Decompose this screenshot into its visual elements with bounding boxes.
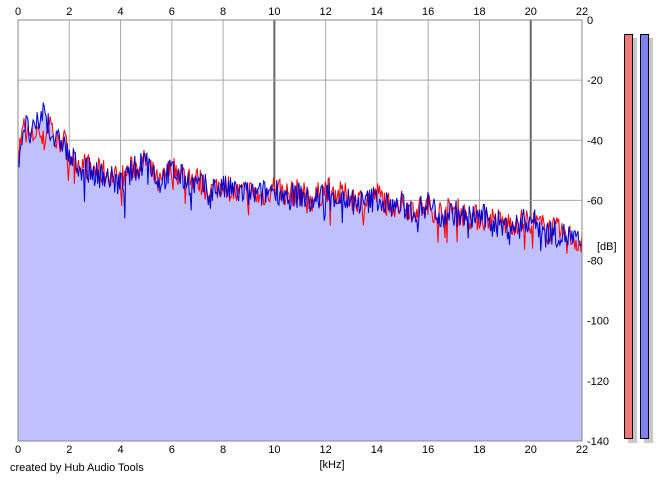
x-tick-label-top: 20 <box>525 6 537 18</box>
x-axis-label: [kHz] <box>319 459 344 471</box>
y-axis-ticks: 0 -20 -40 -60 -80 -100 -120 -140 <box>587 15 609 448</box>
x-tick-label-top: 12 <box>320 6 332 18</box>
y-tick-label: 0 <box>587 15 593 27</box>
x-axis-top-ticks: 0 2 4 6 8 10 12 14 16 18 20 22 <box>15 6 588 18</box>
x-tick-label-top: 8 <box>220 6 226 18</box>
x-tick-label-bottom: 18 <box>473 444 485 456</box>
x-tick-label-top: 0 <box>15 6 21 18</box>
x-tick-label-top: 16 <box>422 6 434 18</box>
x-axis-bottom-ticks: 0 2 4 6 8 10 12 14 16 18 20 22 <box>15 444 588 456</box>
y-tick-label: -80 <box>587 256 603 268</box>
x-tick-label-top: 6 <box>169 6 175 18</box>
x-tick-label-top: 10 <box>268 6 280 18</box>
right-level-meter <box>640 34 649 439</box>
series-lines <box>17 102 583 254</box>
x-tick-label-bottom: 20 <box>525 444 537 456</box>
y-axis-label: [dB] <box>597 241 617 253</box>
y-tick-label: -140 <box>587 436 609 448</box>
x-tick-label-top: 2 <box>66 6 72 18</box>
x-tick-label-bottom: 8 <box>220 444 226 456</box>
y-tick-label: -100 <box>587 316 609 328</box>
x-tick-label-bottom: 0 <box>15 444 21 456</box>
y-tick-label: -60 <box>587 195 603 207</box>
x-tick-label-bottom: 22 <box>576 444 588 456</box>
x-tick-label-bottom: 6 <box>169 444 175 456</box>
x-tick-label-bottom: 10 <box>268 444 280 456</box>
y-tick-label: -20 <box>587 75 603 87</box>
x-tick-label-bottom: 12 <box>320 444 332 456</box>
x-tick-label-top: 4 <box>117 6 123 18</box>
plot-frame <box>17 19 583 442</box>
x-tick-label-top: 18 <box>473 6 485 18</box>
x-tick-label-bottom: 4 <box>117 444 123 456</box>
credit-text: created by Hub Audio Tools <box>10 462 144 474</box>
x-tick-label-bottom: 2 <box>66 444 72 456</box>
series-line-1 <box>17 102 583 252</box>
y-tick-label: -40 <box>587 135 603 147</box>
x-tick-label-top: 14 <box>371 6 383 18</box>
x-tick-label-bottom: 14 <box>371 444 383 456</box>
x-tick-label-top: 22 <box>576 6 588 18</box>
y-tick-label: -120 <box>587 376 609 388</box>
spectrum-fill-area <box>18 102 582 441</box>
left-level-meter <box>624 34 633 439</box>
x-tick-label-bottom: 16 <box>422 444 434 456</box>
